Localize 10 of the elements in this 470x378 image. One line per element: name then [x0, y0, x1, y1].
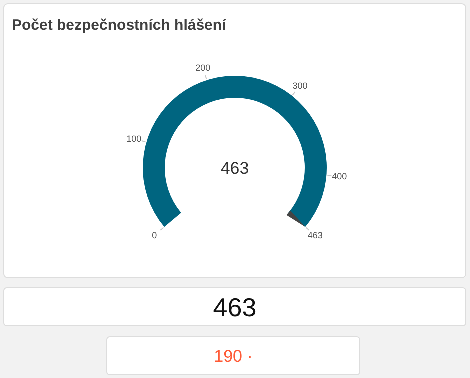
text: 300 [292, 80, 308, 91]
text: 400 [332, 171, 348, 182]
text: 200 [196, 62, 211, 73]
data-label: 463 [220, 158, 250, 178]
text: 463 [308, 230, 323, 240]
text: 100 [126, 134, 142, 144]
text: 463 [213, 292, 257, 322]
text: 190 · [214, 347, 253, 366]
text: 0 [152, 230, 158, 240]
text: Počet bezpečnostních hlášení [12, 17, 228, 34]
